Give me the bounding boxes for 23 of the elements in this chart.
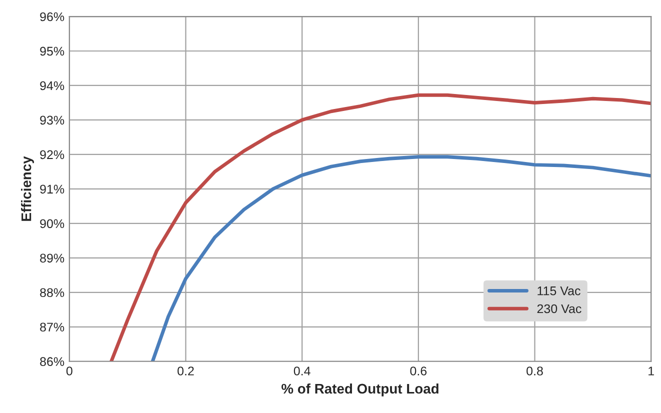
y-tick-label: 94% bbox=[40, 81, 64, 90]
y-tick-label: 89% bbox=[40, 254, 64, 263]
x-tick-label: 0 bbox=[66, 366, 72, 376]
x-tick-label: 0.8 bbox=[526, 366, 543, 376]
x-axis-title: % of Rated Output Load bbox=[282, 383, 438, 396]
legend-label: 230 Vac bbox=[537, 304, 582, 314]
y-tick-label: 90% bbox=[40, 219, 64, 228]
y-tick-label: 95% bbox=[40, 46, 64, 56]
x-tick-label: 0.6 bbox=[410, 366, 427, 376]
y-tick-label: 87% bbox=[40, 322, 64, 332]
y-tick-label: 86% bbox=[40, 357, 64, 366]
x-tick-label: 0.2 bbox=[178, 366, 194, 376]
x-tick-label: 0.4 bbox=[294, 366, 310, 376]
y-tick-label: 91% bbox=[40, 184, 64, 194]
x-tick-label: 1 bbox=[648, 366, 654, 376]
y-tick-label: 96% bbox=[40, 12, 64, 22]
y-tick-label: 92% bbox=[40, 150, 64, 160]
y-axis-title: Efficiency bbox=[21, 156, 34, 221]
line-series bbox=[150, 155, 652, 362]
line-series bbox=[110, 93, 652, 362]
y-tick-label: 88% bbox=[40, 288, 64, 298]
y-tick-label: 93% bbox=[40, 116, 64, 125]
legend-label: 115 Vac bbox=[538, 286, 580, 296]
